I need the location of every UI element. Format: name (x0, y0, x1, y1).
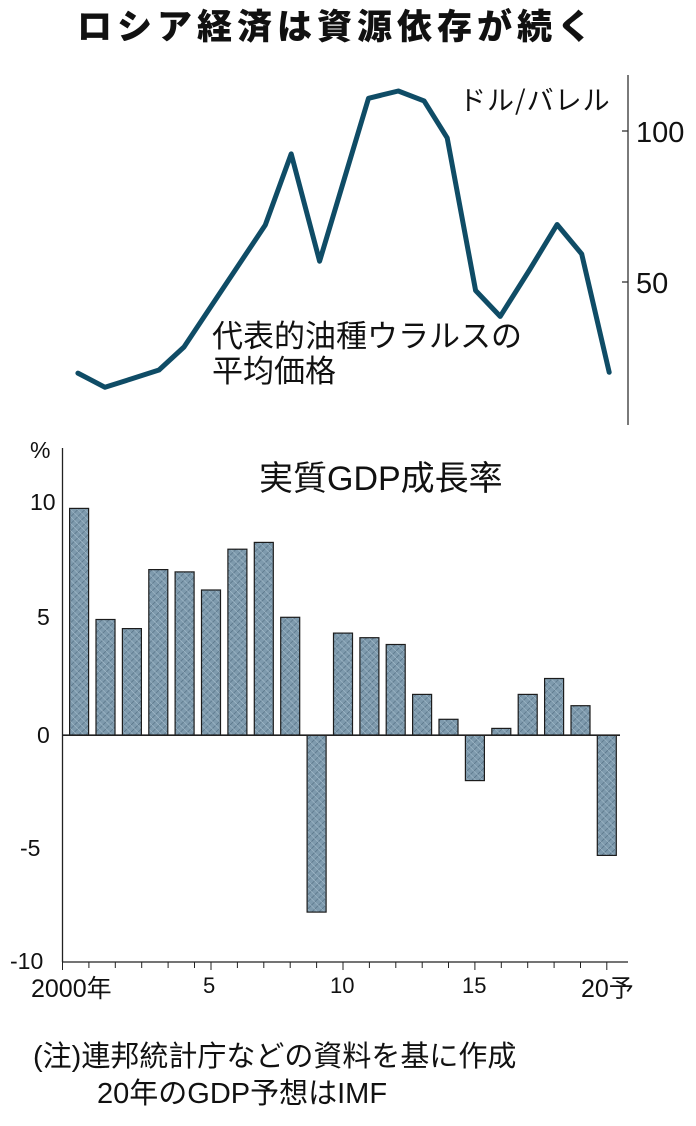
svg-text:ロシア経済は資源依存が続く: ロシア経済は資源依存が続く (77, 0, 597, 50)
svg-text:0: 0 (37, 722, 50, 748)
svg-text:-10: -10 (10, 948, 43, 974)
svg-text:10: 10 (330, 973, 354, 998)
svg-text:実質GDP成長率: 実質GDP成長率 (259, 460, 503, 498)
svg-text:100: 100 (636, 117, 684, 149)
svg-text:20予: 20予 (581, 975, 634, 1003)
svg-text:(注)連邦統計庁などの資料を基に作成: (注)連邦統計庁などの資料を基に作成 (33, 1040, 516, 1073)
svg-text:5: 5 (203, 973, 215, 998)
svg-text:平均価格: 平均価格 (212, 354, 336, 389)
svg-text:-5: -5 (20, 835, 40, 861)
svg-text:50: 50 (636, 268, 668, 300)
svg-text:2000年: 2000年 (31, 975, 112, 1003)
svg-text:代表的油種ウラルスの: 代表的油種ウラルスの (212, 319, 522, 354)
svg-text:20年のGDP予想はIMF: 20年のGDP予想はIMF (97, 1077, 387, 1110)
svg-text:10: 10 (30, 489, 56, 515)
svg-text:ドル/バレル: ドル/バレル (459, 79, 611, 118)
svg-text:5: 5 (37, 604, 50, 630)
svg-text:15: 15 (462, 973, 486, 998)
svg-text:%: % (30, 437, 50, 463)
